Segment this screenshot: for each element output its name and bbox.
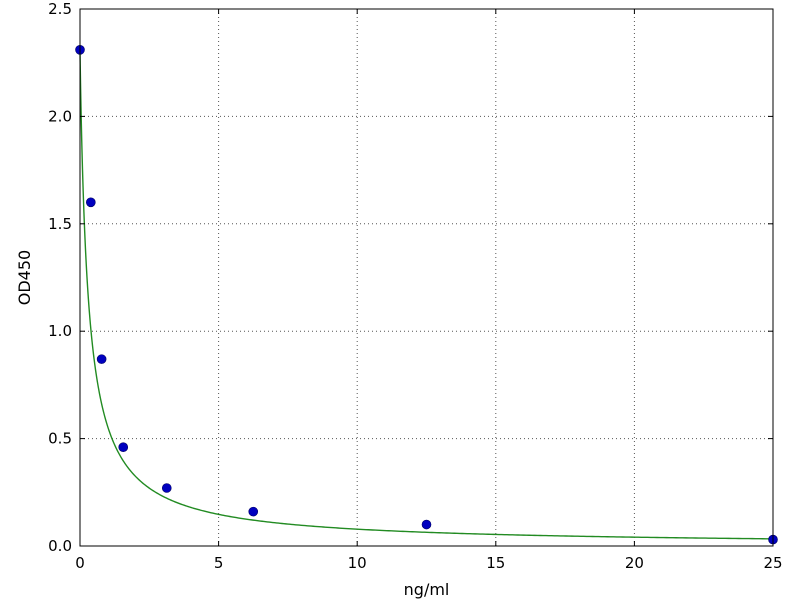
x-axis-label: ng/ml xyxy=(404,580,450,599)
y-tick-label: 0.0 xyxy=(48,537,72,555)
y-tick-label: 1.5 xyxy=(48,215,72,233)
axis-ticks: 0 5 10 15 20 25 0.0 0.5 1.0 1.5 2.0 2.5 xyxy=(48,0,782,572)
fit-curve-line xyxy=(79,49,774,540)
x-tick-label: 5 xyxy=(214,554,224,572)
fit-curve-layer xyxy=(79,49,774,540)
data-point xyxy=(421,519,432,530)
y-tick-label: 0.5 xyxy=(48,430,72,448)
data-point xyxy=(248,506,259,517)
x-tick-label: 20 xyxy=(625,554,644,572)
y-axis-label: OD450 xyxy=(15,250,34,305)
data-point xyxy=(118,442,129,452)
data-points xyxy=(75,45,778,545)
data-point xyxy=(161,483,172,493)
x-tick-label: 15 xyxy=(486,554,505,572)
x-tick-label: 10 xyxy=(348,554,367,572)
x-tick-label: 0 xyxy=(75,554,85,572)
data-point xyxy=(96,354,107,364)
grid-lines xyxy=(80,9,773,546)
y-tick-label: 1.0 xyxy=(48,322,72,340)
y-tick-label: 2.5 xyxy=(48,0,72,18)
x-tick-label: 25 xyxy=(763,554,782,572)
plot-area-frame xyxy=(79,8,774,547)
data-point xyxy=(86,197,96,208)
y-tick-label: 2.0 xyxy=(48,107,72,125)
